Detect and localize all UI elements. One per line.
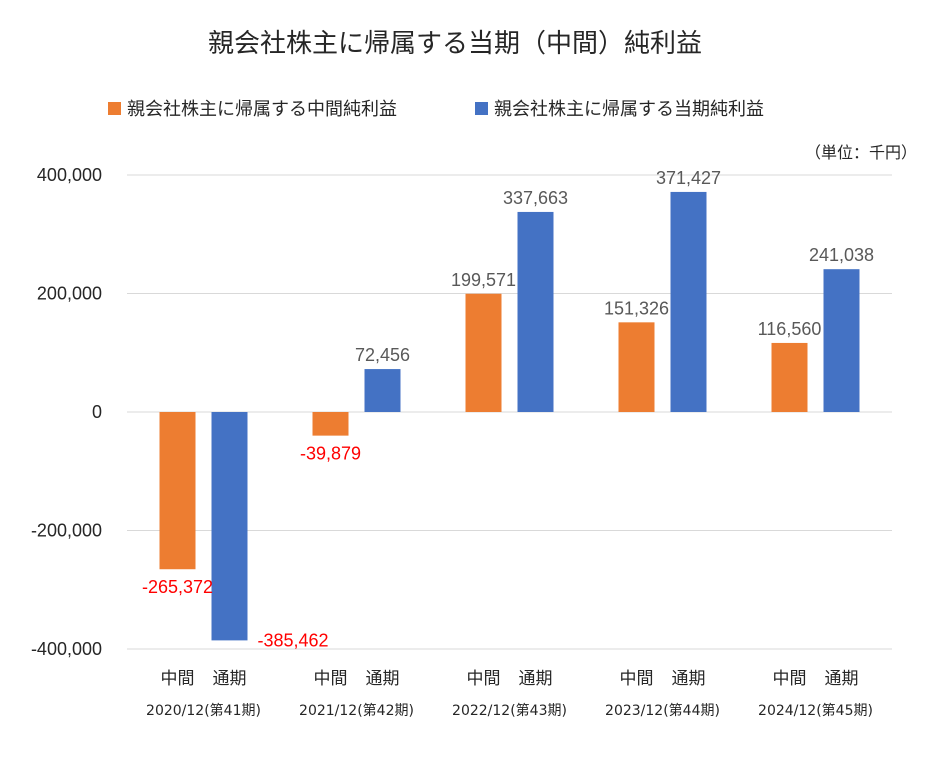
- gridlines: [127, 174, 892, 650]
- legend-swatch-1: [108, 102, 121, 115]
- x-category-label: 2024/12(第45期): [758, 702, 873, 719]
- x-category-label: 2021/12(第42期): [299, 702, 414, 719]
- bar-sub-label: 通期: [825, 669, 859, 689]
- bar-sub-label: 中間: [161, 669, 195, 689]
- data-label: 371,427: [656, 168, 721, 188]
- y-tick-label: -200,000: [31, 521, 102, 541]
- bar-sub-label: 中間: [467, 669, 501, 689]
- bar-annual-2: [364, 369, 401, 412]
- bar-sub-label: 通期: [213, 669, 247, 689]
- y-axis: 400,000 200,000 0 -200,000 -400,000: [31, 165, 102, 659]
- unit-note: （単位：千円）: [805, 143, 917, 162]
- bar-interim-5: [771, 342, 808, 412]
- y-tick-label: 0: [92, 402, 102, 422]
- bars: [159, 191, 860, 641]
- x-category-label: 2020/12(第41期): [146, 702, 261, 719]
- data-labels: -265,372 -385,462 -39,879 72,456 199,571 337,…: [142, 168, 874, 650]
- data-label: 72,456: [355, 345, 410, 365]
- data-label: 337,663: [503, 188, 568, 208]
- chart-title: 親会社株主に帰属する当期（中間）純利益: [208, 29, 702, 59]
- bar-annual-3: [517, 211, 554, 412]
- bar-annual-4: [670, 191, 707, 412]
- bar-interim-1: [159, 412, 196, 570]
- data-label: 199,571: [451, 270, 516, 290]
- data-label: 151,326: [604, 298, 669, 318]
- bar-sub-label: 通期: [672, 669, 706, 689]
- y-tick-label: 400,000: [37, 165, 102, 185]
- y-tick-label: -400,000: [31, 639, 102, 659]
- x-category-label: 2023/12(第44期): [605, 702, 720, 719]
- legend-label-2: 親会社株主に帰属する当期純利益: [494, 99, 764, 120]
- bar-interim-3: [465, 293, 502, 412]
- legend-label-1: 親会社株主に帰属する中間純利益: [127, 99, 397, 120]
- data-label: -39,879: [300, 444, 361, 464]
- bar-sub-label: 通期: [366, 669, 400, 689]
- bar-sub-label: 中間: [620, 669, 654, 689]
- data-label: 241,038: [809, 245, 874, 265]
- bar-sub-label: 通期: [519, 669, 553, 689]
- bar-sub-label: 中間: [314, 669, 348, 689]
- y-tick-label: 200,000: [37, 284, 102, 304]
- bar-annual-1: [211, 412, 248, 641]
- legend-swatch-2: [475, 102, 488, 115]
- data-label: -265,372: [142, 577, 213, 597]
- bar-annual-5: [823, 269, 860, 412]
- bar-sub-label: 中間: [773, 669, 807, 689]
- data-label: 116,560: [758, 319, 822, 339]
- bar-interim-2: [312, 412, 349, 436]
- x-category-label: 2022/12(第43期): [452, 702, 567, 719]
- data-label: -385,462: [258, 630, 329, 650]
- legend: 親会社株主に帰属する中間純利益 親会社株主に帰属する当期純利益: [108, 99, 764, 120]
- bar-interim-4: [618, 322, 655, 412]
